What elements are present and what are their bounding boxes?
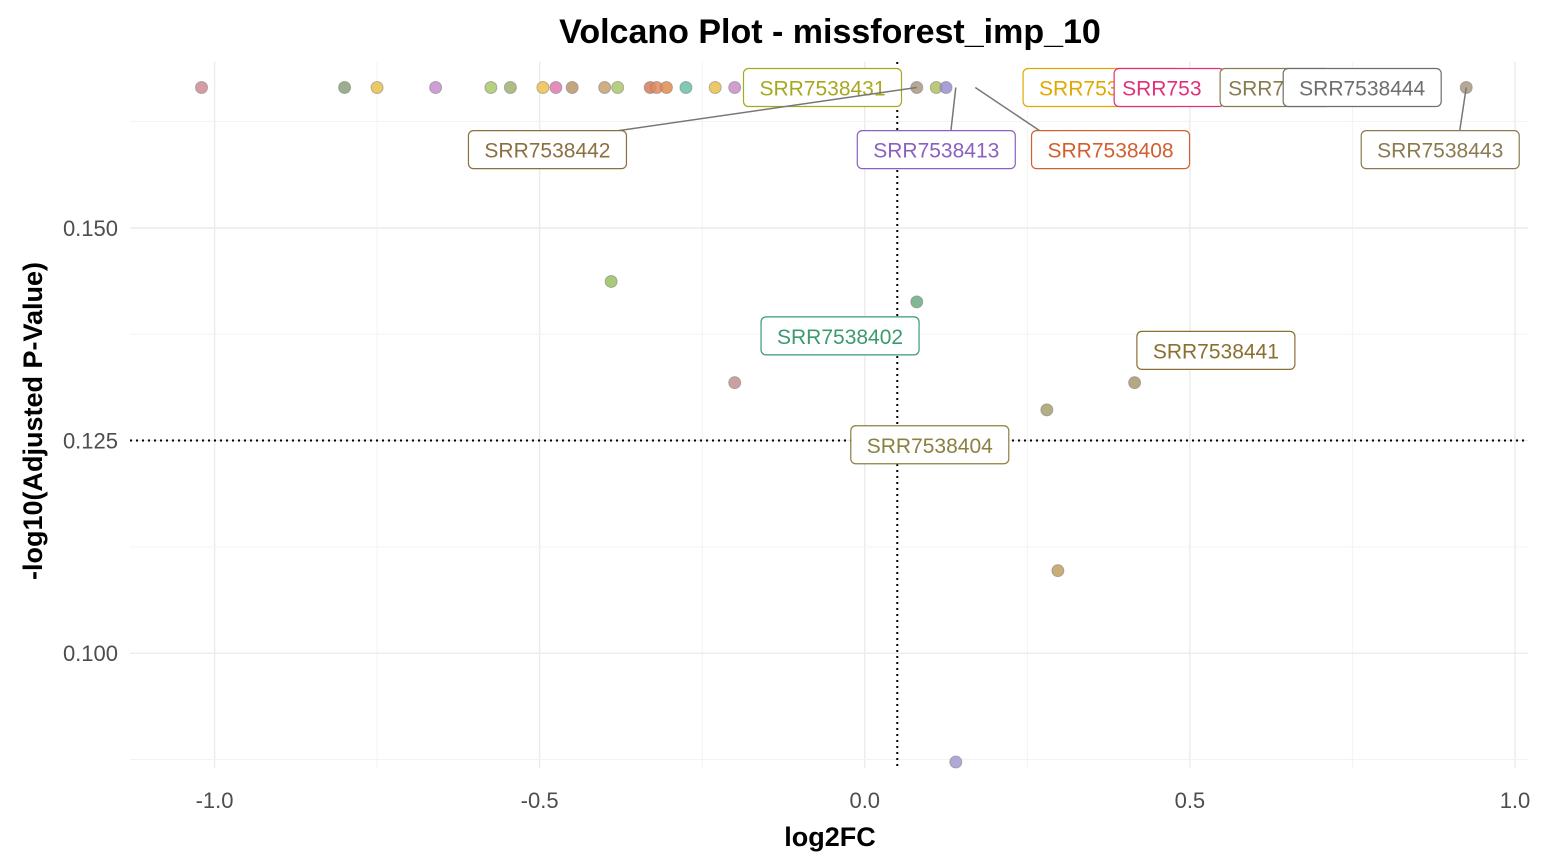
label-text: SRR7538444 [1299, 78, 1425, 101]
point-label: SRR7538443 [1360, 130, 1520, 170]
point-label: SRR7538413 [856, 130, 1016, 170]
data-point [338, 81, 352, 95]
label-leader-line [974, 86, 1040, 132]
x-tick-label: -0.5 [521, 788, 559, 813]
label-box [1360, 130, 1520, 170]
data-point [604, 274, 618, 288]
point-label: SRR7538441 [1136, 330, 1296, 370]
data-point [708, 81, 722, 95]
x-axis-title: log2FC [784, 822, 876, 852]
point-label: SRR7538404 [850, 425, 1010, 465]
label-box [760, 316, 920, 356]
data-point [949, 755, 963, 769]
point-label: SRR7538408 [1030, 130, 1191, 170]
data-point [598, 81, 612, 95]
label-box [850, 425, 1010, 465]
data-point [565, 81, 579, 95]
label-box [742, 67, 903, 108]
data-point [728, 81, 742, 95]
x-tick-label: 0.5 [1175, 788, 1206, 813]
data-point [611, 81, 625, 95]
data-point [536, 81, 550, 95]
label-leader-line [950, 87, 957, 131]
label-text: SRR7538402 [777, 326, 903, 349]
label-text: SRR7538441 [1153, 340, 1279, 363]
data-point [728, 376, 742, 390]
chart-title: Volcano Plot - missforest_imp_10 [559, 13, 1101, 51]
data-point [679, 81, 693, 95]
x-tick-label: 0.0 [849, 788, 880, 813]
data-point [549, 81, 563, 95]
data-point [195, 81, 209, 95]
data-point [370, 81, 384, 95]
label-box [856, 130, 1016, 170]
point-label: SRR7538442 [467, 130, 628, 170]
label-box [1282, 67, 1442, 108]
label-box [1136, 330, 1296, 370]
data-point [939, 81, 953, 95]
point-label: SRR7538444 [1282, 67, 1442, 108]
data-point [1040, 403, 1054, 417]
point-label: SRR753 [1113, 67, 1225, 108]
label-text: SRR7538404 [867, 435, 993, 458]
point-label: SRR7538431 [742, 67, 903, 108]
x-tick-label: -1.0 [196, 788, 234, 813]
label-box [467, 130, 628, 170]
point-label: SRR7538402 [760, 316, 920, 356]
label-leader-line [618, 86, 917, 132]
label-text: SRR753 [1122, 78, 1201, 101]
data-point [910, 295, 924, 309]
grid-layer [130, 62, 1528, 768]
data-points [195, 81, 1473, 769]
label-text: SRR7538408 [1048, 140, 1174, 163]
reference-lines [130, 62, 1528, 768]
label-text: SRR7538442 [484, 140, 610, 163]
data-point [503, 81, 517, 95]
y-tick-label: 0.125 [63, 429, 118, 454]
y-tick-label: 0.150 [63, 216, 118, 241]
data-point [1051, 564, 1065, 578]
y-axis-title: -log10(Adjusted P-Value) [18, 262, 48, 580]
y-tick-label: 0.100 [63, 641, 118, 666]
data-point [429, 81, 443, 95]
label-leader-line [1458, 87, 1467, 131]
data-point [484, 81, 498, 95]
x-tick-label: 1.0 [1500, 788, 1531, 813]
axis-ticks: -1.0 -0.5 0.0 0.5 1.0 0.100 0.125 0.150 [63, 216, 1530, 813]
label-text: SRR7538443 [1377, 140, 1503, 163]
data-point [1128, 376, 1142, 390]
label-box [1030, 130, 1191, 170]
label-text: SRR7538413 [873, 140, 999, 163]
data-point [659, 81, 673, 95]
label-text: SRR7538431 [759, 78, 885, 101]
